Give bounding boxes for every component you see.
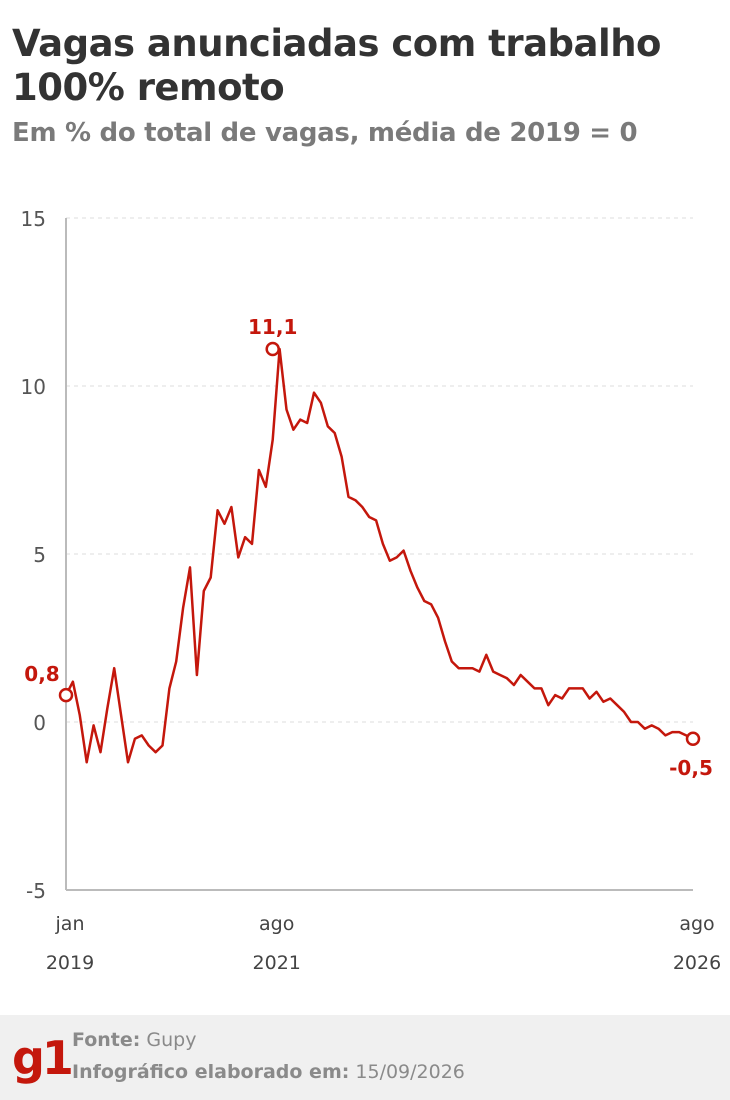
x-tick-label: ago [679, 913, 714, 935]
date-label: Infográfico elaborado em: [72, 1061, 350, 1083]
source-value: Gupy [146, 1029, 197, 1051]
y-tick-label: 15 [21, 207, 46, 231]
chart-title: Vagas anunciadas com trabalho 100% remot… [12, 22, 661, 109]
x-tick-label: ago [259, 913, 294, 935]
annotation-marker [685, 731, 701, 747]
x-tick-label: jan [55, 913, 85, 935]
y-tick-label: 0 [33, 711, 46, 735]
g1-logo: g1 [12, 1031, 74, 1085]
line-chart: 15 10 5 0 -5 jan 2019 ago 2021 ago 2026 0,8 11,1 -0,5 [21, 207, 722, 974]
y-tick-label: 5 [33, 543, 46, 567]
annotation-marker [265, 341, 280, 357]
series-line [64, 347, 695, 764]
x-tick-year: 2021 [253, 952, 301, 974]
footer: g1 Fonte: Gupy Infográfico elaborado em:… [0, 1015, 730, 1100]
source-label: Fonte: [72, 1029, 141, 1051]
source-line: Fonte: Gupy [72, 1029, 196, 1051]
x-tick-year: 2026 [673, 952, 721, 974]
annotation-label: 11,1 [248, 315, 297, 339]
chart-subtitle: Em % do total de vagas, média de 2019 = … [12, 118, 638, 148]
y-tick-label: 10 [21, 375, 46, 399]
y-tick-label: -5 [26, 879, 46, 903]
date-line: Infográfico elaborado em: 15/09/2026 [72, 1061, 465, 1083]
x-tick-year: 2019 [46, 952, 94, 974]
annotation-marker [58, 687, 74, 703]
annotation-label: 0,8 [24, 662, 59, 686]
date-value: 15/09/2026 [355, 1061, 465, 1083]
annotation-label: -0,5 [669, 756, 713, 780]
